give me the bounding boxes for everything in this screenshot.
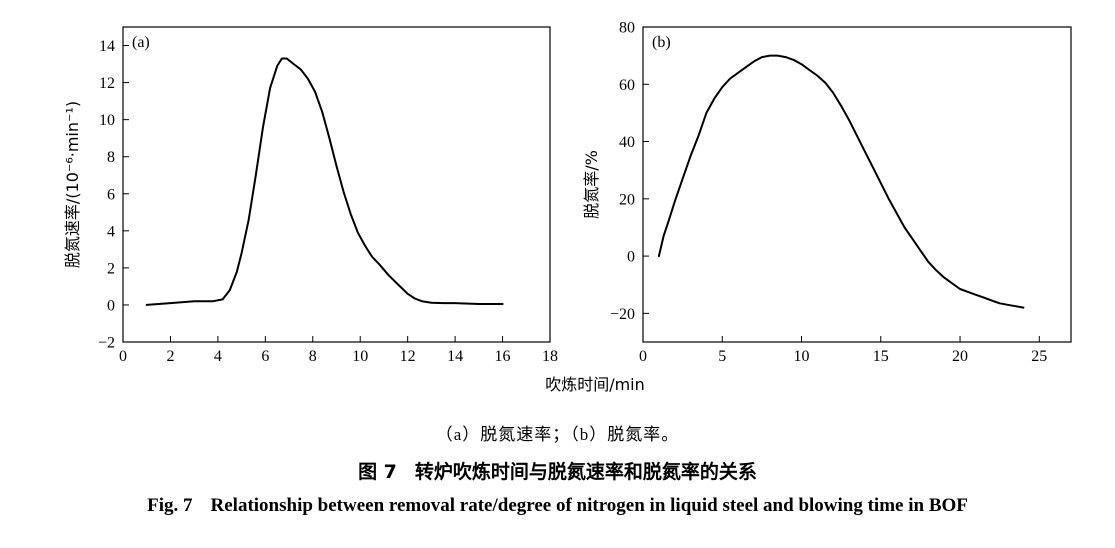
- chart-b-y-tick-label: 20: [619, 191, 635, 208]
- figure-caption-english: Fig. 7 Relationship between removal rate/…: [0, 495, 1115, 517]
- chart-b-x-tick-label: 5: [718, 348, 726, 365]
- chart-a-x-tick-label: 4: [214, 348, 222, 365]
- chart-a-x-tick-label: 2: [166, 348, 174, 365]
- chart-b-x-tick-label: 20: [952, 348, 968, 365]
- chart-b-y-tick-label: 60: [619, 77, 635, 94]
- chart-b-y-tick-label: 40: [619, 134, 635, 151]
- chart-a-x-tick-label: 8: [309, 348, 317, 365]
- chart-b-plot-frame: [642, 26, 1072, 343]
- chart-b-y-axis-label: 脱氮率/%: [582, 150, 601, 219]
- chart-a-series-line: [145, 57, 504, 306]
- chart-b-x-tick-label: 25: [1031, 348, 1047, 365]
- chart-b: 0 5 10 15 20 25 −20 0 20 40 60 80 (b) 脱氮率/%: [582, 20, 1072, 365]
- chart-a-panel-label: (a): [132, 34, 150, 51]
- caption-text-en: Relationship between removal rate/degree…: [210, 495, 968, 516]
- chart-a-y-tick-label: 12: [99, 75, 115, 92]
- chart-b-y-tick-label: −20: [610, 306, 635, 323]
- chart-a-x-tick-label: 6: [261, 348, 269, 365]
- chart-b-panel-label: (b): [652, 34, 671, 51]
- chart-b-y-tick-label: 0: [627, 249, 635, 266]
- chart-a-y-tick-label: 14: [99, 38, 115, 55]
- chart-a-x-tick-label: 10: [352, 348, 368, 365]
- chart-a-x-tick-label: 0: [119, 348, 127, 365]
- figure-caption-chinese: 图 7 转炉吹炼时间与脱氮速率和脱氮率的关系: [0, 457, 1115, 484]
- chart-a-x-tick-label: 16: [495, 348, 511, 365]
- chart-a-y-tick-label: 8: [107, 149, 115, 166]
- chart-a-y-tick-label: 4: [107, 223, 115, 240]
- caption-text-cn: 转炉吹炼时间与脱氮速率和脱氮率的关系: [414, 461, 757, 483]
- chart-a-x-tick-label: 18: [542, 348, 558, 365]
- caption-number-en: Fig. 7: [147, 495, 193, 516]
- chart-a-y-tick-label: 6: [107, 186, 115, 203]
- chart-a-y-tick-label: 2: [107, 260, 115, 277]
- chart-a-y-axis-label: 脱氮速率/(10⁻⁶·min⁻¹): [63, 101, 82, 268]
- chart-a-y-tick-label: 10: [99, 112, 115, 129]
- chart-a-plot-frame: [122, 26, 551, 343]
- chart-b-x-tick-label: 15: [873, 348, 889, 365]
- chart-a-y-tick-label: −2: [98, 335, 115, 352]
- chart-b-x-tick-label: 0: [639, 348, 647, 365]
- chart-b-y-tick-label: 80: [619, 20, 635, 37]
- caption-number-cn: 图 7: [358, 461, 397, 483]
- chart-a-x-tick-label: 14: [447, 348, 463, 365]
- chart-b-x-tick-label: 10: [794, 348, 810, 365]
- sub-caption: （a）脱氮速率；（b）脱氮率。: [435, 425, 680, 444]
- shared-x-axis-label: 吹炼时间/min: [545, 375, 645, 394]
- chart-a-y-tick-label: 0: [107, 297, 115, 314]
- chart-a-x-tick-label: 12: [400, 348, 416, 365]
- chart-b-series-line: [657, 54, 1025, 309]
